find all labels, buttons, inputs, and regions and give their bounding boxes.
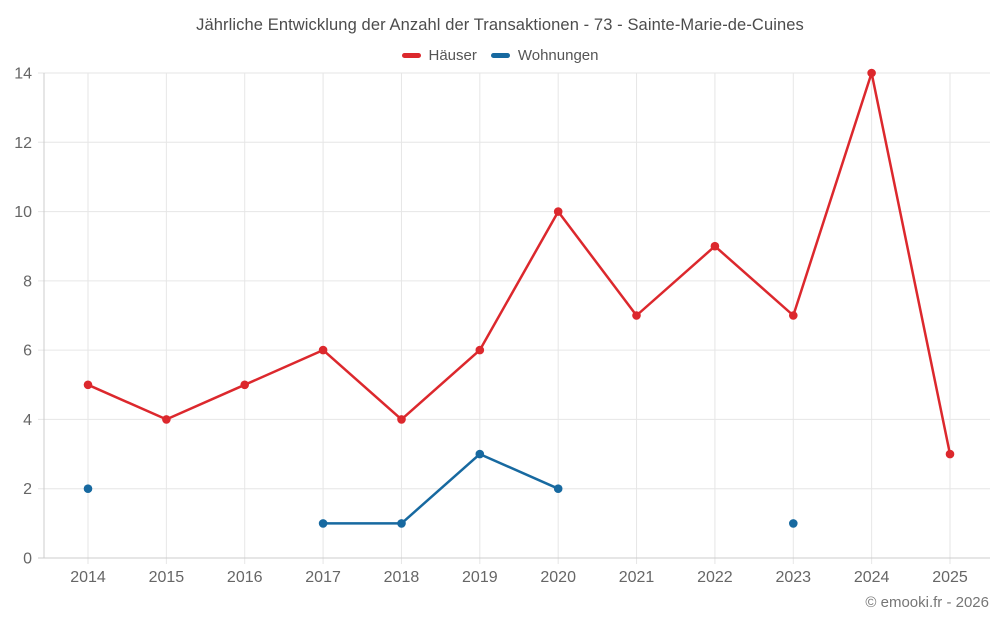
y-axis-tick-label: 8 <box>23 273 32 290</box>
x-axis-tick-label: 2025 <box>932 569 968 586</box>
copyright-footer: © emooki.fr - 2026 <box>865 594 989 611</box>
data-point[interactable] <box>789 519 798 528</box>
x-axis-tick-label: 2015 <box>149 569 185 586</box>
legend-swatch-haeuser-icon <box>401 53 421 58</box>
data-point[interactable] <box>240 380 249 390</box>
chart-legend: Häuser Wohnungen <box>0 47 1000 64</box>
data-point[interactable] <box>710 241 720 251</box>
data-point[interactable] <box>397 415 406 424</box>
data-point[interactable] <box>397 519 406 528</box>
chart-title: Jährliche Entwicklung der Anzahl der Tra… <box>196 16 804 34</box>
data-point[interactable] <box>789 311 798 320</box>
y-axis-tick-label: 12 <box>14 135 32 152</box>
legend-label-haeuser: Häuser <box>428 47 477 64</box>
legend-swatch-wohnungen-icon <box>490 53 510 58</box>
x-axis-tick-label: 2021 <box>619 569 655 586</box>
x-axis-tick-label: 2020 <box>540 569 576 586</box>
series-line <box>86 71 952 456</box>
y-axis-tick-label: 6 <box>23 343 32 360</box>
data-point[interactable] <box>632 311 641 320</box>
x-axis-tick-label: 2023 <box>775 569 811 586</box>
x-axis-tick-label: 2018 <box>384 569 420 586</box>
data-point[interactable] <box>867 68 876 78</box>
legend-item-haeuser[interactable]: Häuser <box>401 47 477 64</box>
data-point[interactable] <box>475 449 485 459</box>
x-axis-tick-label: 2014 <box>70 569 106 586</box>
y-axis-tick-label: 0 <box>23 551 32 568</box>
legend-item-wohnungen[interactable]: Wohnungen <box>490 47 599 64</box>
data-point[interactable] <box>162 415 171 424</box>
data-point[interactable] <box>553 207 563 216</box>
x-axis-tick-label: 2019 <box>462 569 498 586</box>
data-point[interactable] <box>318 519 328 528</box>
legend-label-wohnungen: Wohnungen <box>517 47 599 64</box>
data-point[interactable] <box>475 345 485 355</box>
data-point[interactable] <box>83 380 93 390</box>
x-axis-tick-label: 2022 <box>697 569 733 586</box>
data-point[interactable] <box>945 449 955 459</box>
y-axis-tick-label: 10 <box>14 204 32 221</box>
y-axis-tick-label: 2 <box>23 481 32 498</box>
y-axis-tick-label: 4 <box>23 412 32 429</box>
data-point[interactable] <box>553 484 563 494</box>
x-axis-tick-label: 2017 <box>305 569 341 586</box>
x-axis-tick-label: 2016 <box>227 569 263 586</box>
data-point[interactable] <box>318 345 328 355</box>
data-point[interactable] <box>83 484 93 494</box>
y-axis-tick-label: 14 <box>14 66 32 83</box>
x-axis-tick-label: 2024 <box>854 569 890 586</box>
